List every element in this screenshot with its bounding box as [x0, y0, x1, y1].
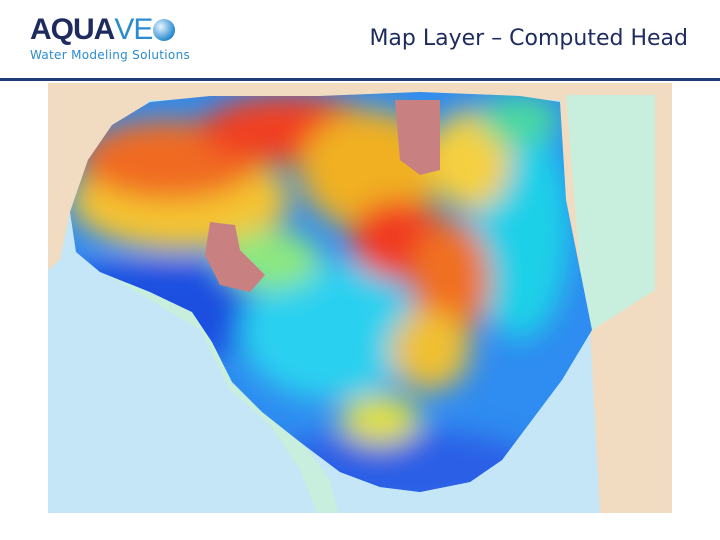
land-cover: [566, 95, 655, 330]
map-image: [48, 83, 672, 513]
header: AQUAVE Water Modeling Solutions Map Laye…: [0, 0, 720, 81]
brand-left: AQUA: [30, 13, 115, 46]
coastal-strip: [80, 260, 339, 513]
lake: [205, 222, 265, 292]
globe-icon: [153, 19, 176, 41]
brand: AQUAVE: [30, 14, 190, 46]
lake: [395, 100, 440, 175]
logo: AQUAVE Water Modeling Solutions: [30, 14, 191, 63]
brand-right: VE: [114, 13, 153, 46]
tagline: Water Modeling Solutions: [30, 48, 191, 62]
land: [600, 300, 672, 513]
slide-title: Map Layer – Computed Head: [369, 26, 688, 51]
